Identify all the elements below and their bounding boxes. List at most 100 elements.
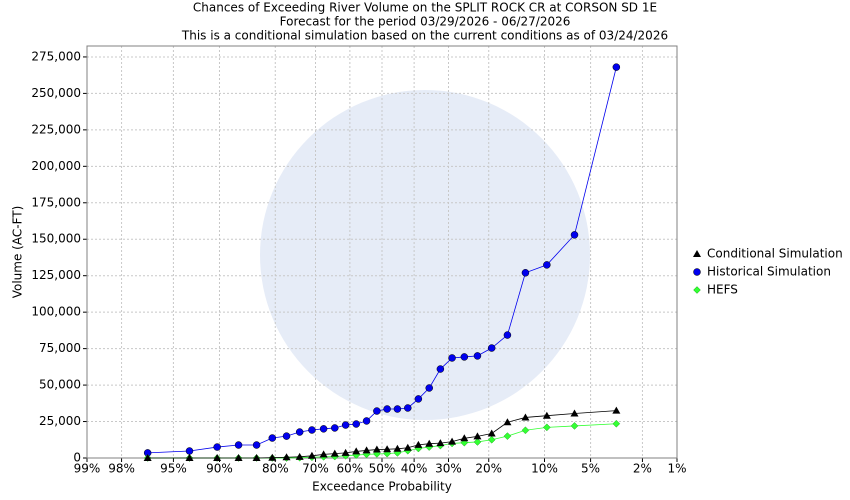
data-point [341, 448, 350, 456]
x-tick-label: 80% [262, 462, 289, 476]
y-tick-label: 50,000 [39, 378, 81, 392]
data-point [282, 432, 291, 440]
y-axis-label: Volume (AC-FT) [11, 206, 25, 299]
data-point [473, 432, 482, 440]
data-point [612, 419, 621, 428]
x-axis-label: Exceedance Probability [312, 480, 452, 494]
data-point [543, 261, 551, 269]
data-point [542, 411, 551, 419]
data-point [373, 407, 381, 415]
x-tick-label: 20% [475, 462, 502, 476]
data-point [487, 429, 496, 437]
x-tick-label: 70% [302, 462, 329, 476]
data-point [542, 423, 551, 432]
data-point [185, 447, 194, 455]
data-point [570, 409, 579, 417]
data-point [612, 406, 621, 414]
x-tick-label: 98% [108, 462, 135, 476]
data-point [319, 425, 328, 433]
y-tick-label: 250,000 [31, 86, 81, 100]
x-tick-label: 95% [160, 462, 187, 476]
data-point [307, 451, 316, 459]
y-tick-label: 125,000 [31, 268, 81, 282]
data-point [295, 428, 304, 436]
y-tick-label: 0 [73, 451, 81, 465]
data-point [436, 365, 445, 373]
data-point [213, 454, 222, 461]
y-tick-label: 75,000 [39, 341, 81, 355]
data-point [473, 352, 482, 360]
legend-label: HEFS [707, 283, 738, 297]
data-point [448, 437, 457, 445]
y-tick-label: 100,000 [31, 305, 81, 319]
x-tick-label: 40% [401, 462, 428, 476]
data-point [319, 450, 328, 458]
data-point [503, 418, 512, 426]
data-point [612, 63, 621, 71]
data-point [570, 422, 579, 430]
data-point [252, 454, 261, 461]
data-point [282, 453, 291, 461]
data-point [383, 405, 391, 413]
data-point [460, 434, 469, 442]
watermark-circle [260, 90, 590, 420]
data-point [570, 231, 579, 239]
chart-subtitle: Forecast for the period 03/29/2026 - 06/… [280, 15, 571, 29]
data-point [372, 445, 381, 453]
data-point [234, 441, 243, 449]
series-line [147, 410, 617, 459]
data-point [352, 447, 361, 455]
data-point [448, 354, 456, 362]
data-point [487, 435, 496, 444]
data-point [383, 445, 392, 453]
x-tick-label: 10% [531, 462, 558, 476]
y-tick-label: 200,000 [31, 159, 81, 173]
legend-marker [693, 268, 701, 276]
data-point [268, 434, 277, 442]
x-tick-label: 5% [581, 462, 600, 476]
data-point [414, 440, 423, 448]
data-point [295, 452, 304, 460]
y-tick-label: 175,000 [31, 195, 81, 209]
data-point [503, 331, 512, 339]
x-tick-label: 60% [337, 462, 364, 476]
x-tick-label: 90% [206, 462, 233, 476]
chart-note: This is a conditional simulation based o… [181, 29, 668, 43]
legend-marker [693, 250, 701, 257]
data-point [393, 444, 402, 452]
data-point [252, 441, 261, 449]
legend-label: Conditional Simulation [707, 247, 843, 261]
data-point [234, 454, 243, 461]
data-point [352, 420, 360, 428]
data-point [425, 384, 433, 392]
data-point [503, 432, 512, 440]
data-point [521, 413, 530, 421]
data-point [213, 443, 221, 451]
data-point [393, 405, 402, 413]
data-point [185, 454, 194, 461]
x-tick-label: 1% [667, 462, 686, 476]
data-point [403, 443, 412, 451]
data-point [330, 449, 339, 457]
data-point [331, 424, 339, 432]
data-point [268, 453, 277, 461]
data-point [460, 353, 469, 361]
data-point [143, 454, 152, 461]
data-point [487, 344, 496, 352]
x-tick-label: 30% [435, 462, 462, 476]
data-point [414, 395, 423, 403]
data-point [362, 417, 371, 425]
data-point [341, 421, 350, 429]
data-point [308, 426, 316, 434]
data-point [436, 439, 445, 447]
y-tick-label: 225,000 [31, 122, 81, 136]
x-tick-label: 2% [633, 462, 652, 476]
x-tick-label: 99% [74, 462, 101, 476]
data-point [473, 438, 482, 446]
x-tick-label: 50% [369, 462, 396, 476]
data-point [425, 439, 434, 447]
y-tick-label: 150,000 [31, 232, 81, 246]
watermark [260, 90, 590, 420]
